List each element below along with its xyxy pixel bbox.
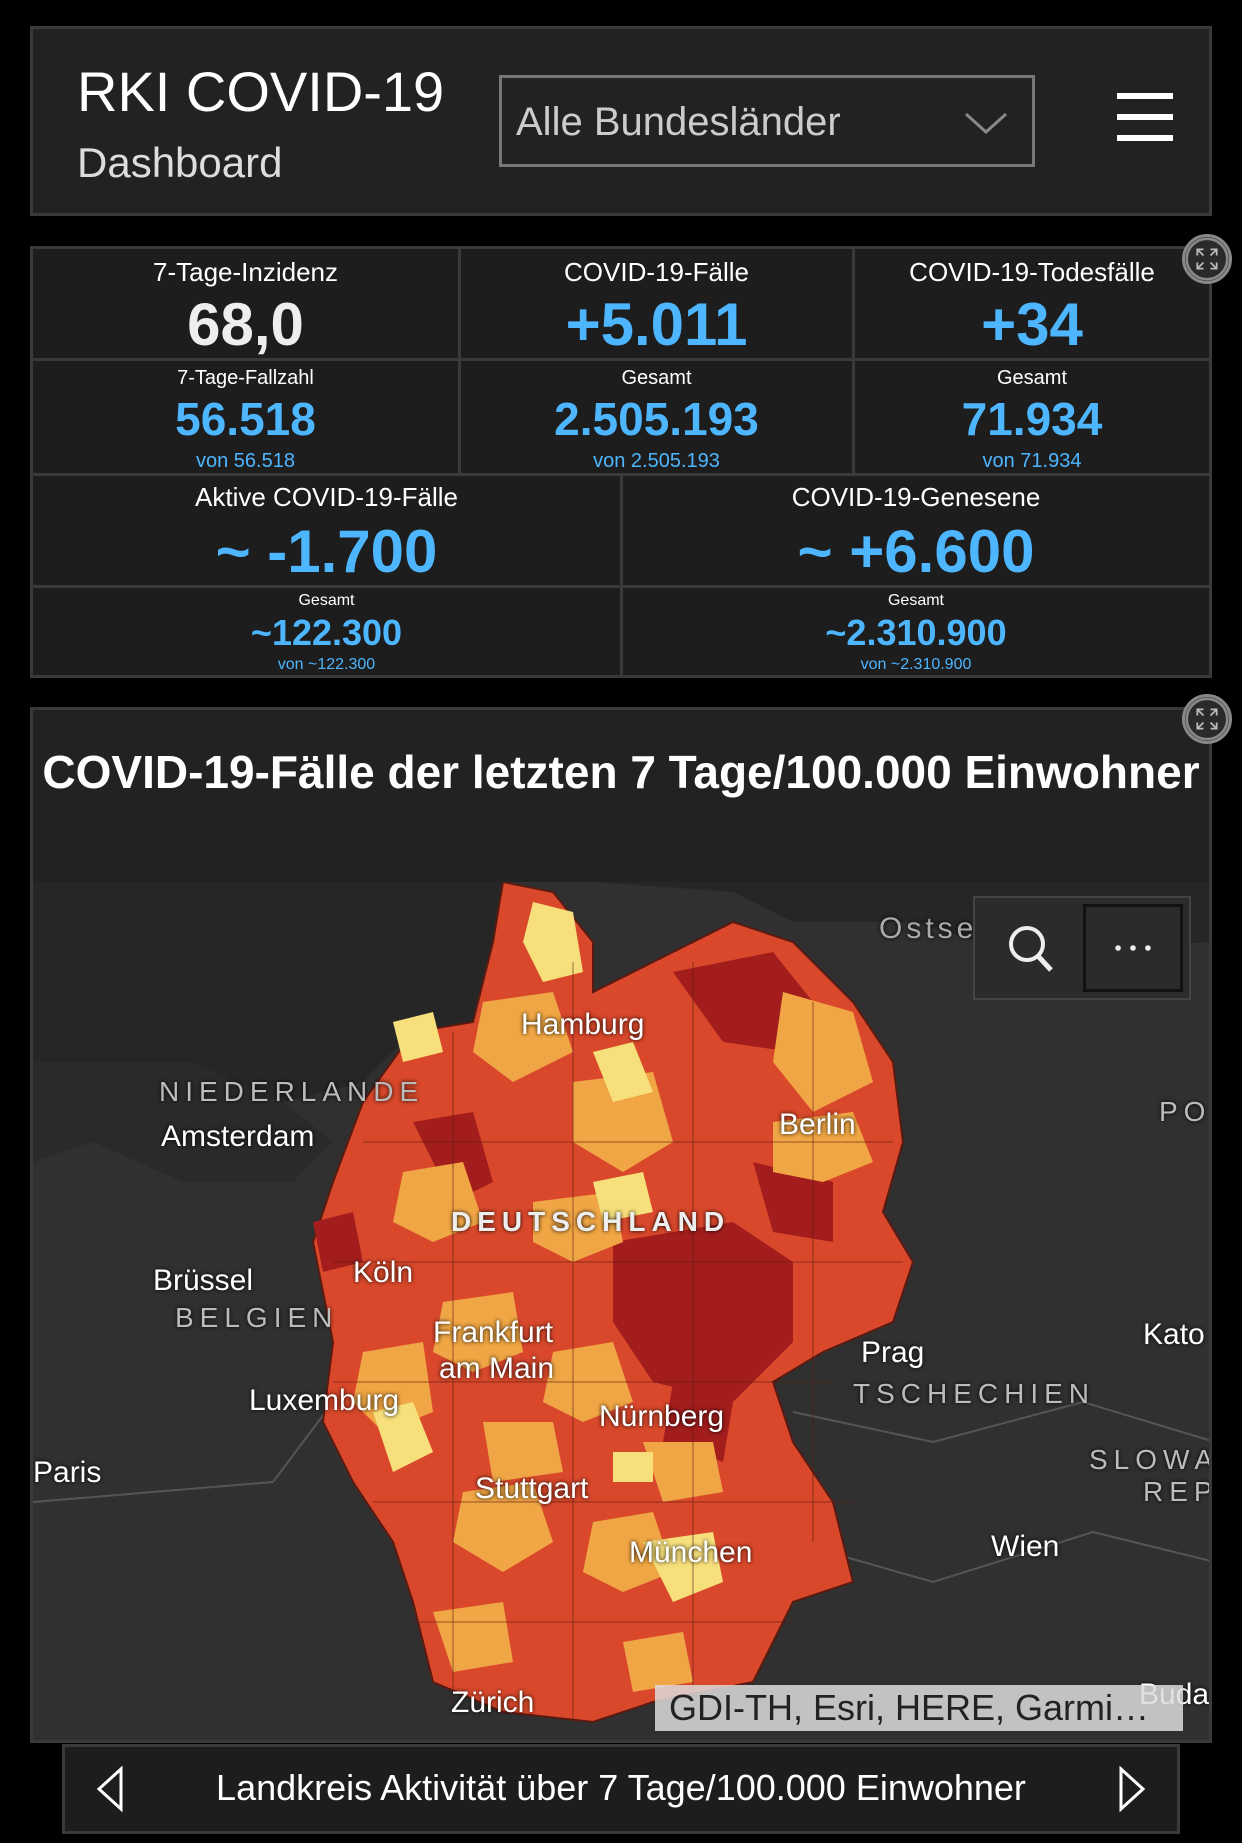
map-label-bruessel: Brüssel bbox=[153, 1264, 254, 1297]
footer-text: Landkreis Aktivität über 7 Tage/100.000 … bbox=[216, 1767, 1026, 1808]
chevron-left-icon[interactable] bbox=[95, 1765, 125, 1813]
map-label-tschechien: TSCHECHIEN bbox=[853, 1378, 1096, 1409]
active-total-value: ~122.300 bbox=[250, 612, 403, 653]
active-total-cell: Gesamt ~122.300 von ~122.300 bbox=[33, 588, 623, 675]
map-label-zuerich: Zürich bbox=[451, 1686, 535, 1719]
active-new-label: Aktive COVID-19-Fälle bbox=[195, 482, 458, 512]
map-label-nuernberg: Nürnberg bbox=[599, 1400, 725, 1433]
app-subtitle: Dashboard bbox=[77, 139, 283, 186]
search-icon[interactable] bbox=[981, 904, 1081, 992]
map-label-berlin: Berlin bbox=[779, 1108, 856, 1141]
map-label-frankfurt-2: am Main bbox=[439, 1352, 555, 1385]
recovered-total-sub: von ~2.310.900 bbox=[860, 656, 972, 673]
cases-new-cell: COVID-19-Fälle +5.011 bbox=[461, 249, 855, 361]
deaths-total-value: 71.934 bbox=[961, 393, 1103, 445]
map-label-prag: Prag bbox=[861, 1336, 925, 1369]
region-select-value: Alle Bundesländer bbox=[516, 100, 841, 144]
map-label-frankfurt-1: Frankfurt bbox=[433, 1316, 554, 1349]
cases7-label: 7-Tage-Fallzahl bbox=[177, 367, 314, 389]
deaths-total-label: Gesamt bbox=[996, 367, 1068, 389]
cases-new-value: +5.011 bbox=[565, 291, 748, 358]
map-label-deutschland: DEUTSCHLAND bbox=[451, 1206, 731, 1237]
map-label-belgien: BELGIEN bbox=[175, 1302, 339, 1333]
map-label-amsterdam: Amsterdam bbox=[161, 1120, 315, 1153]
map-label-rep: REP bbox=[1143, 1476, 1212, 1507]
cases7-sub: von 56.518 bbox=[196, 450, 295, 472]
map-label-ostsee: Ostse bbox=[879, 912, 978, 945]
deaths-new-cell: COVID-19-Todesfälle +34 bbox=[855, 249, 1209, 361]
map-label-po: PO bbox=[1159, 1096, 1212, 1127]
active-total-label: Gesamt bbox=[298, 592, 355, 609]
hamburger-menu-icon[interactable] bbox=[1117, 93, 1173, 141]
header: RKI COVID-19 Dashboard Alle Bundesländer bbox=[30, 26, 1212, 216]
map-label-wien: Wien bbox=[991, 1530, 1060, 1563]
active-new-value: ~ -1.700 bbox=[215, 518, 438, 585]
more-icon[interactable] bbox=[1083, 904, 1183, 992]
map-label-niederlande: NIEDERLANDE bbox=[159, 1076, 425, 1107]
deaths-new-label: COVID-19-Todesfälle bbox=[909, 257, 1155, 287]
deaths-new-value: +34 bbox=[981, 291, 1083, 358]
deaths-total-cell: Gesamt 71.934 von 71.934 bbox=[855, 361, 1209, 476]
map-view[interactable]: Ostse Hamburg NIEDERLANDE Amsterdam Berl… bbox=[33, 882, 1212, 1740]
cases-total-value: 2.505.193 bbox=[554, 393, 759, 445]
recovered-total-label: Gesamt bbox=[887, 592, 944, 609]
chevron-right-icon[interactable] bbox=[1117, 1765, 1147, 1813]
recovered-new-label: COVID-19-Genesene bbox=[791, 482, 1041, 512]
map-label-hamburg: Hamburg bbox=[521, 1008, 645, 1041]
chevron-down-icon bbox=[964, 112, 1008, 134]
map-panel: COVID-19-Fälle der letzten 7 Tage/100.00… bbox=[30, 707, 1212, 1743]
cases-total-cell: Gesamt 2.505.193 von 2.505.193 bbox=[461, 361, 855, 476]
recovered-total-value: ~2.310.900 bbox=[825, 612, 1007, 653]
recovered-new-cell: COVID-19-Genesene ~ +6.600 bbox=[623, 476, 1209, 588]
deaths-total-sub: von 71.934 bbox=[982, 450, 1082, 472]
cases-new-label: COVID-19-Fälle bbox=[564, 257, 749, 287]
cases7-value: 56.518 bbox=[175, 393, 316, 445]
map-label-paris: Paris bbox=[33, 1456, 102, 1489]
map-label-slowa: SLOWA bbox=[1089, 1444, 1212, 1475]
recovered-new-value: ~ +6.600 bbox=[797, 518, 1035, 585]
expand-map-icon[interactable] bbox=[1182, 694, 1232, 744]
incidence-value: 68,0 bbox=[187, 291, 304, 358]
active-total-sub: von ~122.300 bbox=[277, 656, 376, 673]
map-toolbar bbox=[973, 896, 1191, 1000]
cases-total-label: Gesamt bbox=[621, 367, 692, 389]
map-label-luxemburg: Luxemburg bbox=[249, 1384, 400, 1417]
map-title: COVID-19-Fälle der letzten 7 Tage/100.00… bbox=[42, 746, 1200, 798]
cases7-cell: 7-Tage-Fallzahl 56.518 von 56.518 bbox=[33, 361, 461, 476]
map-label-koeln: Köln bbox=[353, 1256, 414, 1289]
stats-panel: 7-Tage-Inzidenz 68,0 COVID-19-Fälle +5.0… bbox=[30, 246, 1212, 678]
cases-total-sub: von 2.505.193 bbox=[593, 450, 720, 472]
incidence-cell: 7-Tage-Inzidenz 68,0 bbox=[33, 249, 461, 361]
incidence-label: 7-Tage-Inzidenz bbox=[153, 257, 338, 287]
app-title: RKI COVID-19 bbox=[77, 60, 445, 123]
map-label-kato: Kato bbox=[1143, 1318, 1205, 1351]
map-attribution: GDI-TH, Esri, HERE, Garmi… bbox=[655, 1685, 1183, 1731]
expand-stats-icon[interactable] bbox=[1182, 234, 1232, 284]
region-select[interactable]: Alle Bundesländer bbox=[499, 75, 1035, 167]
map-label-stuttgart: Stuttgart bbox=[475, 1472, 589, 1505]
map-label-muenchen: München bbox=[629, 1536, 753, 1569]
active-new-cell: Aktive COVID-19-Fälle ~ -1.700 bbox=[33, 476, 623, 588]
recovered-total-cell: Gesamt ~2.310.900 von ~2.310.900 bbox=[623, 588, 1209, 675]
map-canvas bbox=[33, 882, 1209, 1740]
footer-bar: Landkreis Aktivität über 7 Tage/100.000 … bbox=[62, 1744, 1180, 1834]
